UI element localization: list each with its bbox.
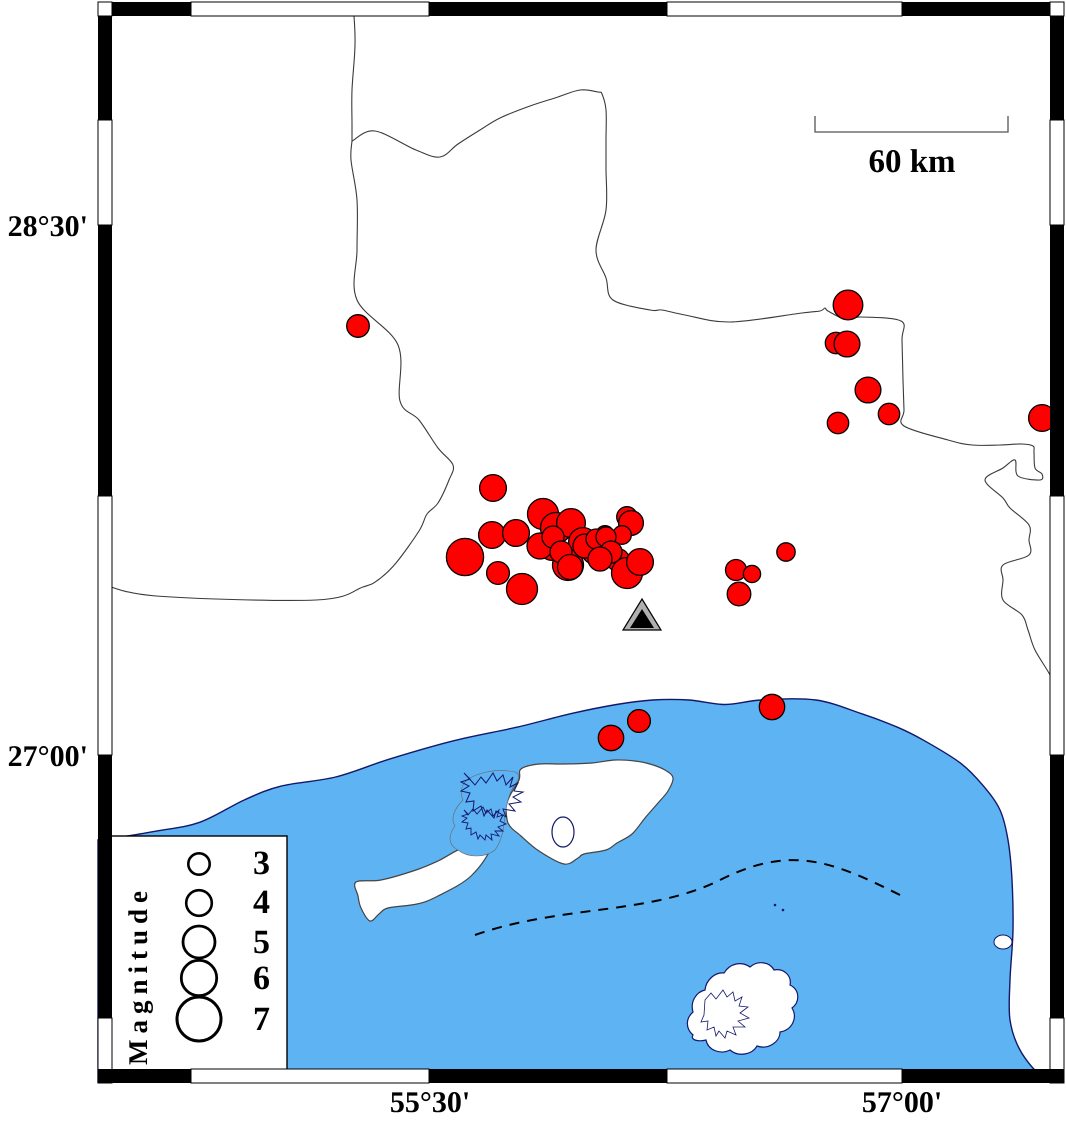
svg-text:28°30': 28°30' [8, 210, 88, 243]
svg-text:27°00': 27°00' [8, 740, 88, 773]
svg-text:60 km: 60 km [868, 144, 955, 180]
svg-text:5: 5 [253, 924, 270, 961]
svg-text:6: 6 [253, 960, 270, 997]
svg-text:4: 4 [253, 884, 270, 921]
svg-text:Magnitude: Magnitude [123, 885, 153, 1065]
svg-text:3: 3 [253, 845, 270, 882]
svg-text:55°30': 55°30' [390, 1086, 470, 1119]
svg-text:57°00': 57°00' [862, 1086, 942, 1119]
svg-text:7: 7 [253, 1001, 270, 1038]
